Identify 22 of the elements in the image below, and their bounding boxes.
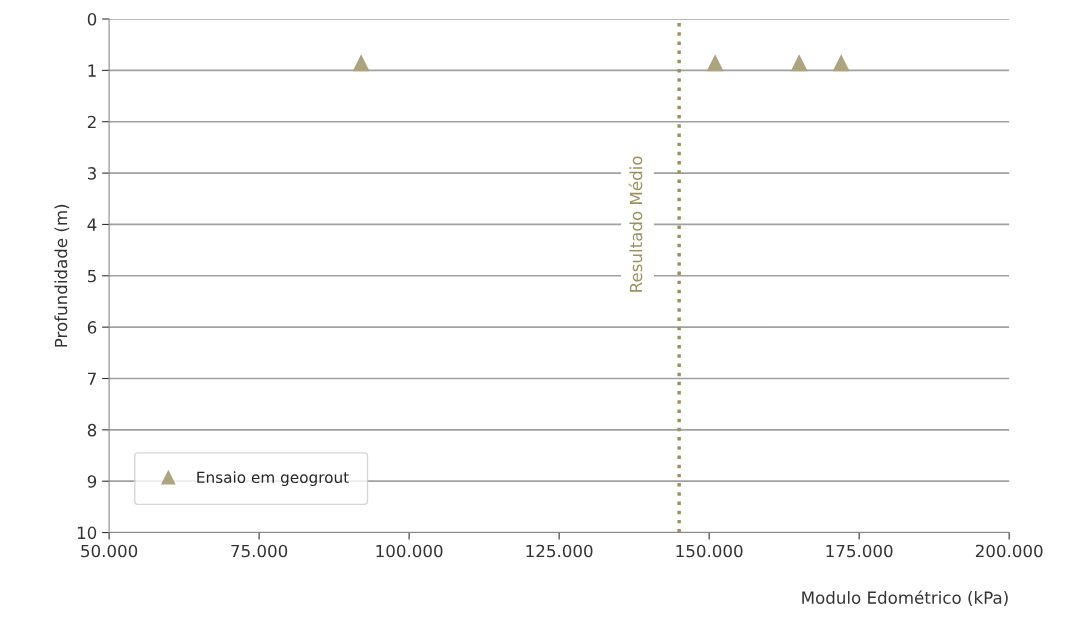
y-tick-label: 0 <box>87 12 97 26</box>
y-tick-label: 10 <box>77 526 97 540</box>
y-tick-label: 3 <box>87 167 96 180</box>
y-tick-label: 8 <box>87 423 97 437</box>
y-tick-label: 2 <box>87 115 96 129</box>
x-tick-label: 200.000 <box>975 544 1043 558</box>
y-tick-label: 1 <box>88 64 96 77</box>
x-axis-title: Modulo Edométrico (kPa) <box>802 590 1008 606</box>
x-tick-label: 125.000 <box>526 544 593 558</box>
y-tick-label: 7 <box>88 372 96 385</box>
y-tick-label: 5 <box>87 269 96 283</box>
x-tick-label: 175.000 <box>826 544 893 558</box>
x-tick-label: 75.000 <box>231 544 288 558</box>
x-tick-label: 100.000 <box>376 544 443 558</box>
y-tick-label: 9 <box>87 475 97 488</box>
ref-line-label: Resultado Médio <box>628 156 643 292</box>
y-axis-title: Profundidade (m) <box>54 204 70 347</box>
x-tick-label: 50.000 <box>81 544 138 558</box>
y-tick-label: 6 <box>87 321 97 334</box>
legend-label: Ensaio em geogrout <box>197 471 349 487</box>
y-tick-label: 4 <box>87 218 97 231</box>
x-tick-label: 150.000 <box>676 544 743 558</box>
